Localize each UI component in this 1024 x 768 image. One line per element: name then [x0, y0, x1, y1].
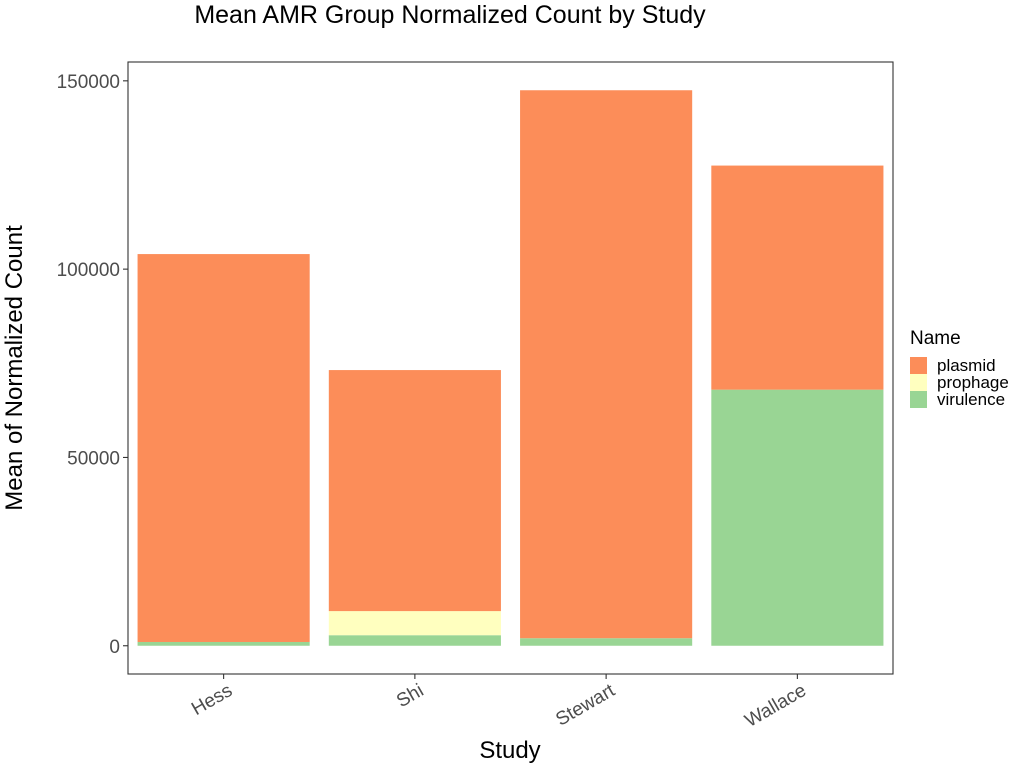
- y-axis: 0 50000 100000 150000: [57, 72, 128, 658]
- x-tick-label-stewart: Stewart: [552, 680, 619, 731]
- legend-swatch-virulence: [910, 391, 927, 408]
- x-tick-label-hess: Hess: [188, 680, 236, 720]
- x-tick-label-wallace: Wallace: [741, 680, 809, 732]
- y-axis-title: Mean of Normalized Count: [1, 225, 28, 511]
- legend-label-plasmid: plasmid: [937, 356, 996, 375]
- bar-virulence-wallace: [711, 389, 884, 646]
- y-tick-label: 100000: [57, 260, 120, 281]
- y-tick-label: 50000: [67, 448, 120, 469]
- x-axis: Hess Shi Stewart Wallace: [188, 674, 810, 732]
- legend-swatch-prophage: [910, 374, 927, 391]
- chart-title: Mean AMR Group Normalized Count by Study: [194, 1, 706, 29]
- bar-virulence-hess: [137, 641, 310, 646]
- x-tick-label-shi: Shi: [393, 680, 427, 712]
- bar-plasmid-hess: [137, 254, 310, 642]
- y-tick-label: 0: [109, 637, 120, 658]
- legend-label-virulence: virulence: [937, 390, 1005, 409]
- legend-swatch-plasmid: [910, 357, 927, 374]
- x-axis-title: Study: [479, 737, 540, 764]
- legend-label-prophage: prophage: [937, 373, 1009, 392]
- bar-prophage-shi: [328, 611, 501, 636]
- bar-virulence-stewart: [520, 638, 693, 646]
- bar-plasmid-wallace: [711, 165, 884, 390]
- bar-virulence-shi: [328, 635, 501, 646]
- bar-plasmid-shi: [328, 370, 501, 612]
- bars-group: [137, 90, 884, 646]
- y-tick-label: 150000: [57, 72, 120, 93]
- legend-title: Name: [910, 328, 961, 349]
- bar-plasmid-stewart: [520, 90, 693, 639]
- panel-border: [127, 61, 894, 675]
